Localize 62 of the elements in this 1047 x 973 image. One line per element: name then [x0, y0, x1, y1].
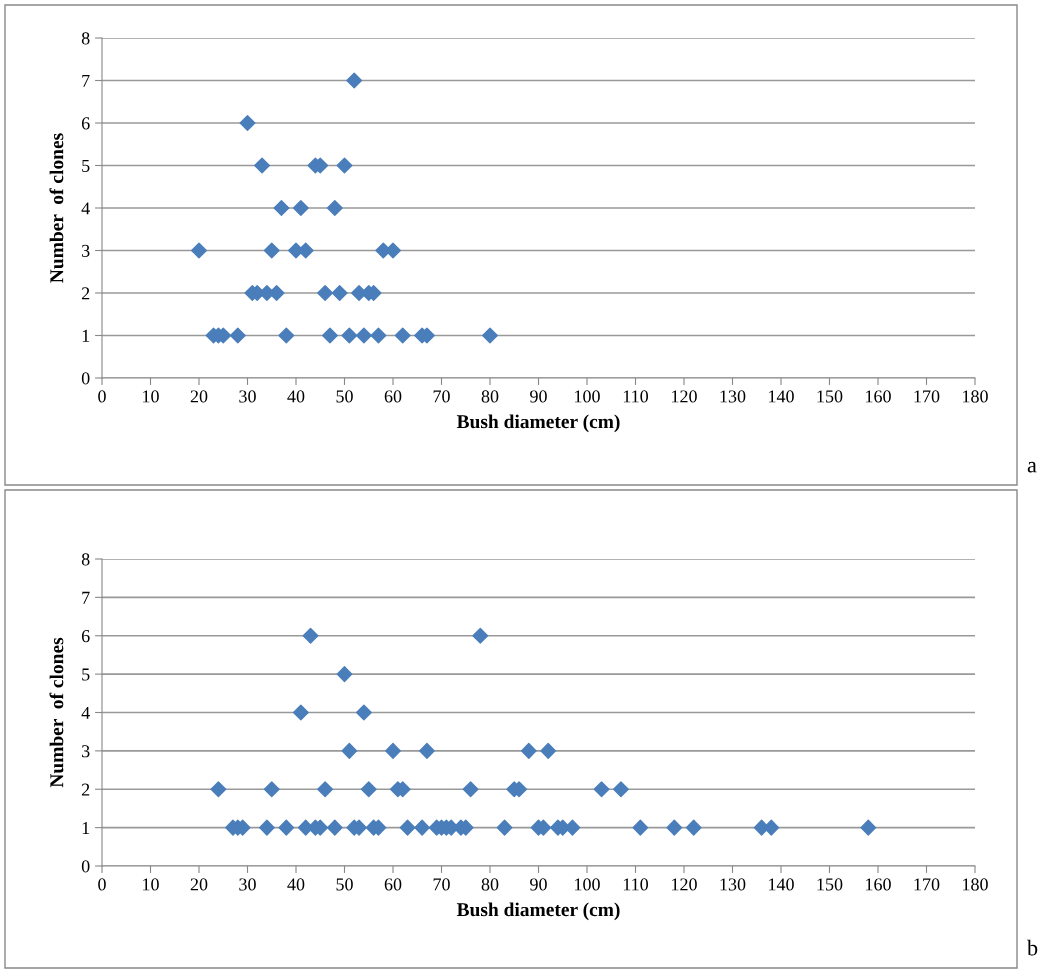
x-tick-label: 130	[720, 390, 746, 403]
y-tick-label: 0	[81, 372, 90, 385]
x-tick-label: 20	[190, 878, 208, 891]
x-tick-label: 140	[769, 390, 794, 403]
x-tick-label: 70	[433, 390, 450, 403]
x-tick-label: 170	[914, 390, 940, 403]
x-tick-label: 10	[143, 878, 159, 891]
x-tick-label: 0	[98, 390, 106, 403]
y-tick-label: 6	[81, 117, 90, 130]
y-tick-label: 2	[81, 287, 90, 300]
x-tick-label: 40	[287, 390, 305, 403]
x-tick-label: 30	[239, 878, 256, 891]
x-tick-label: 20	[190, 390, 208, 403]
x-tick-label: 110	[623, 390, 649, 403]
x-axis-title: Bush diameter (cm)	[456, 902, 620, 921]
x-tick-label: 10	[143, 390, 159, 403]
y-tick-label: 0	[81, 860, 90, 873]
x-tick-label: 100	[575, 878, 600, 891]
y-axis-title: Number of clones	[49, 637, 64, 788]
x-axis-title: Bush diameter (cm)	[456, 414, 620, 433]
y-tick-label: 1	[82, 329, 90, 342]
x-tick-label: 140	[769, 878, 794, 891]
x-tick-label: 150	[817, 390, 843, 403]
x-tick-label: 50	[336, 878, 353, 891]
x-tick-label: 180	[963, 878, 988, 891]
y-tick-label: 6	[81, 630, 90, 643]
x-tick-label: 160	[866, 390, 891, 403]
y-tick-label: 1	[82, 821, 90, 834]
x-tick-label: 110	[623, 878, 649, 891]
x-tick-label: 90	[530, 878, 547, 891]
x-tick-label: 150	[817, 878, 843, 891]
x-tick-label: 60	[384, 878, 402, 891]
x-tick-label: 160	[866, 878, 891, 891]
y-tick-label: 7	[82, 591, 90, 604]
y-tick-label: 4	[81, 202, 90, 215]
x-tick-label: 180	[963, 390, 988, 403]
x-tick-label: 120	[672, 390, 697, 403]
x-tick-label: 90	[530, 390, 547, 403]
x-tick-label: 60	[384, 390, 402, 403]
y-tick-label: 8	[81, 32, 90, 45]
y-tick-label: 4	[81, 706, 90, 719]
y-tick-label: 5	[82, 668, 90, 681]
y-tick-label: 3	[82, 244, 90, 257]
x-tick-label: 30	[239, 390, 256, 403]
x-tick-label: 80	[481, 878, 499, 891]
text: a	[1027, 461, 1037, 473]
x-tick-label: 120	[672, 878, 697, 891]
y-tick-label: 3	[82, 745, 90, 758]
x-tick-label: 70	[433, 878, 450, 891]
x-tick-label: 170	[914, 878, 940, 891]
x-tick-label: 80	[481, 390, 499, 403]
text: b	[1027, 939, 1038, 956]
y-tick-label: 8	[81, 553, 90, 566]
x-tick-label: 100	[575, 390, 600, 403]
y-tick-label: 5	[82, 159, 90, 172]
x-tick-label: 130	[720, 878, 746, 891]
y-tick-label: 7	[82, 74, 90, 87]
y-axis-title: Number of clones	[49, 133, 64, 283]
y-tick-label: 2	[81, 783, 90, 796]
x-tick-label: 40	[287, 878, 305, 891]
x-tick-label: 50	[336, 390, 353, 403]
x-tick-label: 0	[98, 878, 106, 891]
